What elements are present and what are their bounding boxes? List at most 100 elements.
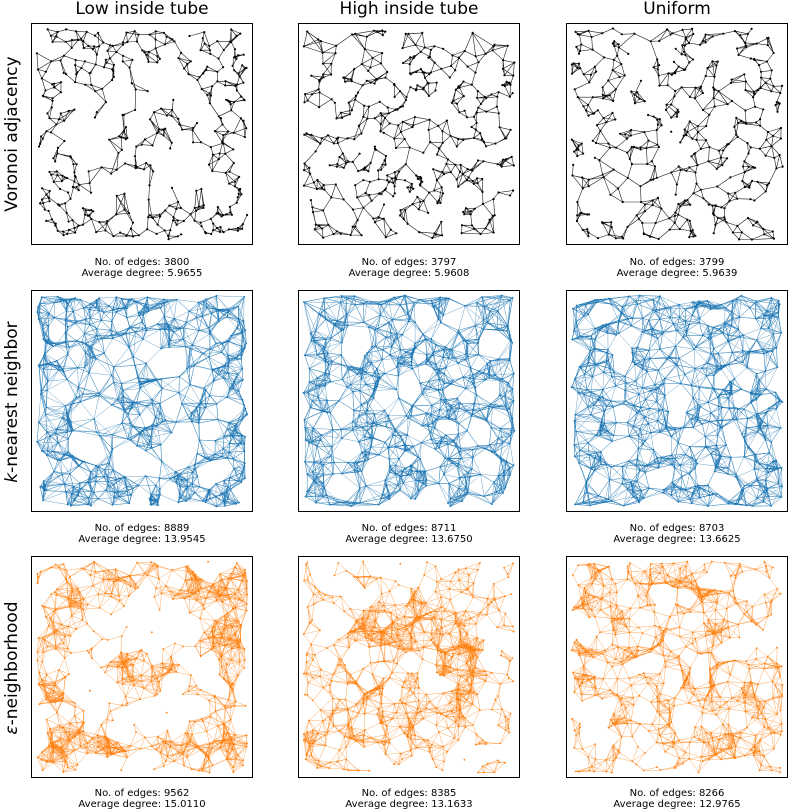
- graph-node: [189, 741, 192, 743]
- graph-node: [237, 646, 239, 649]
- graph-node: [216, 725, 219, 727]
- graph-node: [635, 214, 638, 217]
- graph-node: [601, 86, 604, 89]
- graph-node: [433, 189, 436, 192]
- graph-node: [381, 34, 384, 37]
- graph-node: [688, 758, 691, 760]
- graph-node: [69, 722, 71, 724]
- graph-node: [170, 655, 173, 658]
- graph-node: [694, 637, 697, 640]
- graph-node: [68, 473, 71, 475]
- graph-node: [427, 82, 430, 85]
- graph-node: [333, 322, 336, 325]
- graph-node: [158, 213, 161, 216]
- graph-node: [715, 714, 718, 716]
- graph-node: [691, 492, 694, 495]
- graph-node: [450, 407, 453, 409]
- graph-node: [41, 604, 44, 607]
- graph-node: [503, 624, 505, 626]
- graph-node: [229, 742, 231, 745]
- graph-node: [328, 684, 331, 686]
- graph-node: [498, 379, 501, 382]
- graph-node: [384, 740, 387, 743]
- graph-node: [586, 603, 589, 605]
- graph-node: [679, 141, 682, 144]
- graph-node: [54, 160, 57, 163]
- graph-node: [150, 402, 153, 404]
- graph-node: [320, 187, 323, 190]
- graph-node: [423, 46, 426, 49]
- graph-node: [746, 142, 749, 145]
- graph-node: [206, 306, 209, 309]
- graph-node: [455, 698, 458, 701]
- graph-node: [394, 146, 398, 150]
- graph-node: [715, 305, 717, 307]
- graph-node: [95, 334, 98, 337]
- graph-node: [363, 624, 366, 627]
- graph-node: [219, 746, 222, 749]
- graph-node: [361, 373, 363, 375]
- graph-node: [588, 81, 591, 84]
- graph-node: [615, 421, 618, 424]
- graph-node: [63, 176, 66, 179]
- graph-node: [447, 418, 450, 420]
- graph-node: [312, 603, 315, 606]
- graph-node: [745, 504, 748, 507]
- graph-node: [409, 474, 412, 476]
- graph-node: [394, 464, 397, 467]
- graph-node: [579, 726, 581, 729]
- graph-node: [126, 136, 129, 140]
- graph-node: [229, 488, 232, 491]
- graph-node: [107, 738, 110, 741]
- graph-node: [775, 346, 778, 349]
- graph-node: [239, 32, 242, 35]
- graph-node: [571, 609, 574, 611]
- graph-node: [475, 96, 479, 99]
- graph-node: [656, 456, 659, 459]
- graph-node: [79, 745, 82, 748]
- graph-node: [51, 97, 54, 100]
- graph-node: [512, 464, 515, 467]
- graph-node: [352, 409, 355, 412]
- graph-node: [234, 592, 237, 595]
- graph-node: [768, 576, 771, 579]
- graph-node: [332, 602, 335, 605]
- graph-node: [667, 457, 670, 460]
- graph-node: [92, 630, 95, 633]
- graph-node: [600, 598, 602, 601]
- graph-node: [156, 132, 159, 135]
- graph-node: [617, 187, 620, 190]
- graph-node: [737, 53, 740, 56]
- graph-node: [605, 121, 608, 124]
- graph-node: [679, 205, 682, 208]
- graph-node: [48, 745, 50, 748]
- graph-node: [497, 474, 500, 477]
- graph-node: [404, 443, 406, 446]
- graph-node: [429, 48, 433, 51]
- graph-node: [666, 574, 669, 576]
- graph-node: [312, 729, 314, 731]
- graph-node: [442, 173, 446, 176]
- graph-node: [208, 44, 211, 47]
- graph-node: [632, 145, 636, 148]
- graph-node: [743, 436, 746, 438]
- graph-node: [77, 224, 80, 227]
- graph-node: [766, 310, 768, 313]
- graph-node: [70, 493, 73, 495]
- graph-node: [65, 299, 68, 302]
- graph-node: [65, 577, 67, 580]
- graph-node: [750, 748, 752, 751]
- graph-node: [75, 628, 78, 631]
- graph-node: [193, 491, 196, 494]
- graph-node: [93, 491, 95, 494]
- graph-node: [36, 68, 40, 71]
- graph-node: [330, 679, 333, 682]
- graph-node: [170, 431, 173, 434]
- graph-node: [220, 741, 223, 744]
- graph-node: [486, 762, 489, 765]
- graph-node: [401, 47, 404, 50]
- graph-node: [168, 477, 171, 480]
- graph-node: [642, 232, 645, 235]
- graph-node: [161, 420, 164, 423]
- graph-node: [734, 191, 737, 194]
